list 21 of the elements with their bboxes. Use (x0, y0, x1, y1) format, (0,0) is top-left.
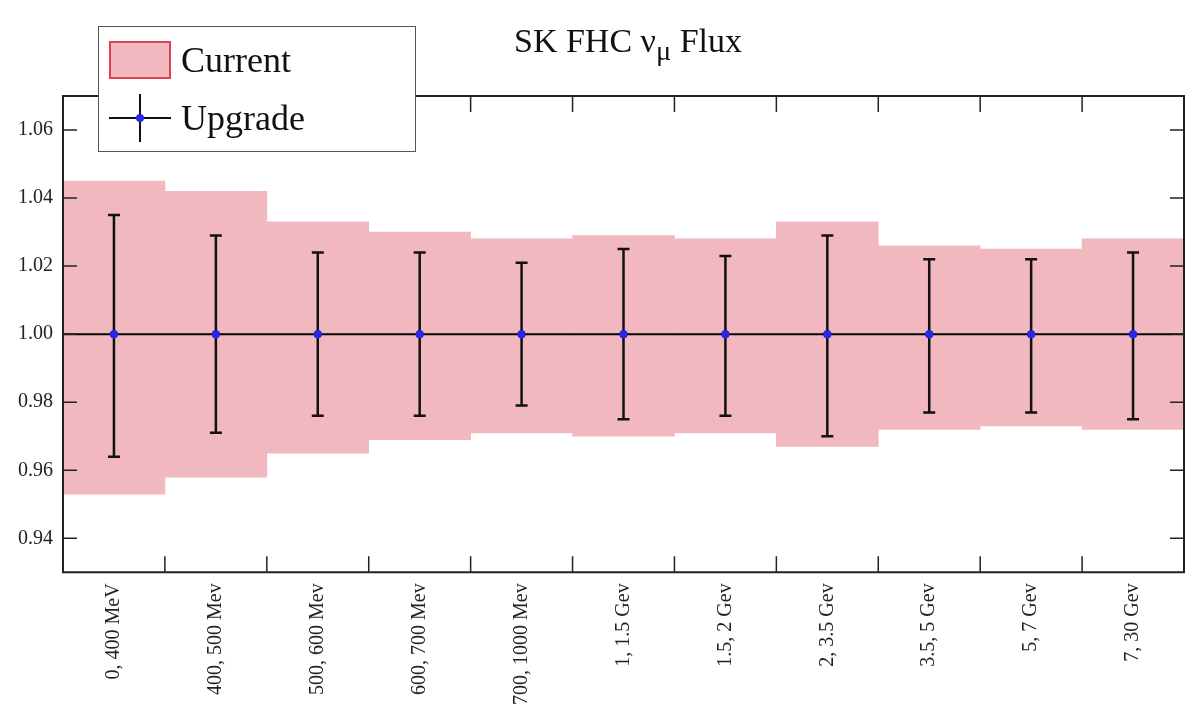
x-tick-label: 400, 500 Mev (203, 583, 226, 696)
y-tick-label: 1.06 (18, 117, 53, 140)
x-tick-label: 5, 7 Gev (1018, 583, 1041, 652)
chart-title: SK FHC ν$_{μ}$ Flux (512, 22, 743, 67)
y-tick-label: 0.94 (18, 525, 53, 548)
x-tick-label: 7, 30 Gev (1120, 583, 1143, 662)
x-tick-label: 0, 400 MeV (101, 582, 124, 680)
legend-label: Upgrade (181, 97, 305, 139)
x-tick-label: 500, 600 Mev (305, 583, 328, 696)
y-tick-label: 0.98 (18, 389, 53, 412)
y-tick-label: 0.96 (18, 457, 53, 480)
x-tick-label: 1.5, 2 Gev (712, 583, 735, 667)
y-tick-label: 1.04 (18, 185, 53, 208)
x-tick-label: 3.5, 5 Gev (916, 583, 939, 667)
y-tick-label: 1.02 (18, 253, 53, 276)
y-tick-label: 1.00 (18, 321, 53, 344)
x-tick-label: 600, 700 Mev (406, 583, 429, 696)
x-tick-label: 2, 3.5 Gev (814, 583, 837, 667)
x-tick-label: 1, 1.5 Gev (610, 583, 633, 667)
legend-label: Current (181, 39, 291, 81)
x-tick-label: 700, 1000 Mev (508, 583, 531, 706)
